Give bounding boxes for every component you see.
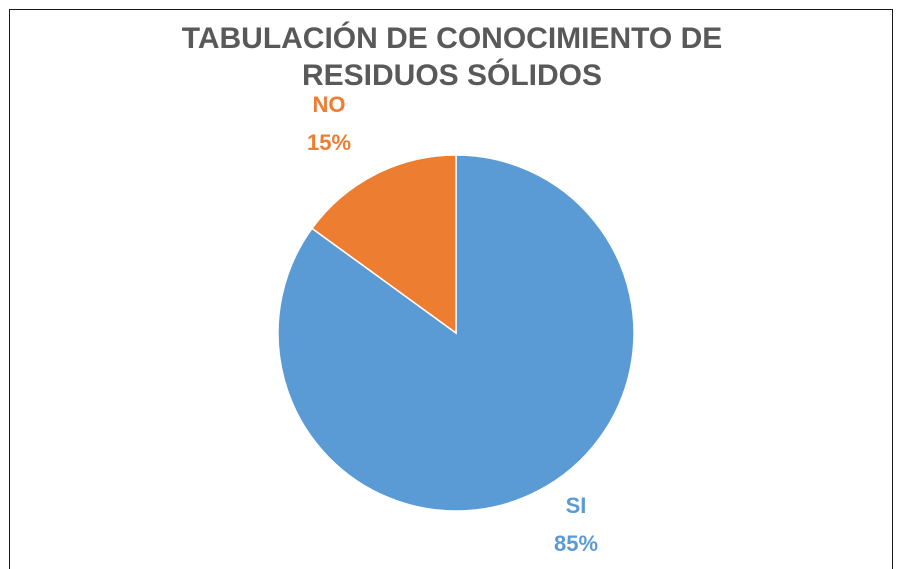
pie-slice-no bbox=[310, 154, 457, 335]
data-label-category-si: SI bbox=[566, 493, 587, 518]
data-label-category-no: NO bbox=[313, 92, 346, 117]
chart-title-line-2: RESIDUOS SÓLIDOS bbox=[301, 59, 603, 92]
data-label-percent-no: 15% bbox=[307, 130, 351, 155]
pie-slice-si bbox=[277, 154, 635, 512]
chart-title-line-1: TABULACIÓN DE CONOCIMIENTO DE bbox=[181, 22, 723, 55]
data-label-percent-si: 85% bbox=[554, 531, 598, 556]
chart-title: TABULACIÓN DE CONOCIMIENTO DE RESIDUOS S… bbox=[0, 20, 904, 94]
